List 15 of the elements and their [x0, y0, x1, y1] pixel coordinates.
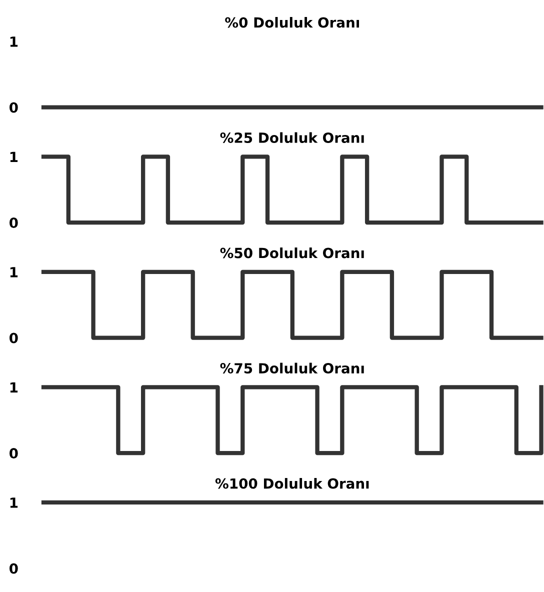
y-tick-label: 0 [10, 448, 18, 459]
y-tick-label: 0 [10, 332, 18, 344]
y-tick-label: 1 [10, 152, 18, 162]
y-tick-label: 1 [10, 267, 18, 278]
chart-title: %50 Doluluk Oranı [220, 248, 364, 258]
y-tick-label: 1 [10, 498, 18, 508]
y-tick-label: 0 [10, 102, 18, 113]
y-tick-label: 1 [10, 382, 18, 392]
chart-title: %100 Doluluk Oranı [215, 478, 369, 489]
chart-title: %25 Doluluk Oranı [220, 132, 364, 144]
y-tick-label: 1 [10, 36, 18, 47]
y-tick-label: 0 [10, 218, 18, 228]
chart-title: %0 Doluluk Oranı [225, 17, 359, 28]
y-tick-label: 0 [10, 563, 18, 574]
chart-title: %75 Doluluk Oranı [220, 362, 364, 374]
